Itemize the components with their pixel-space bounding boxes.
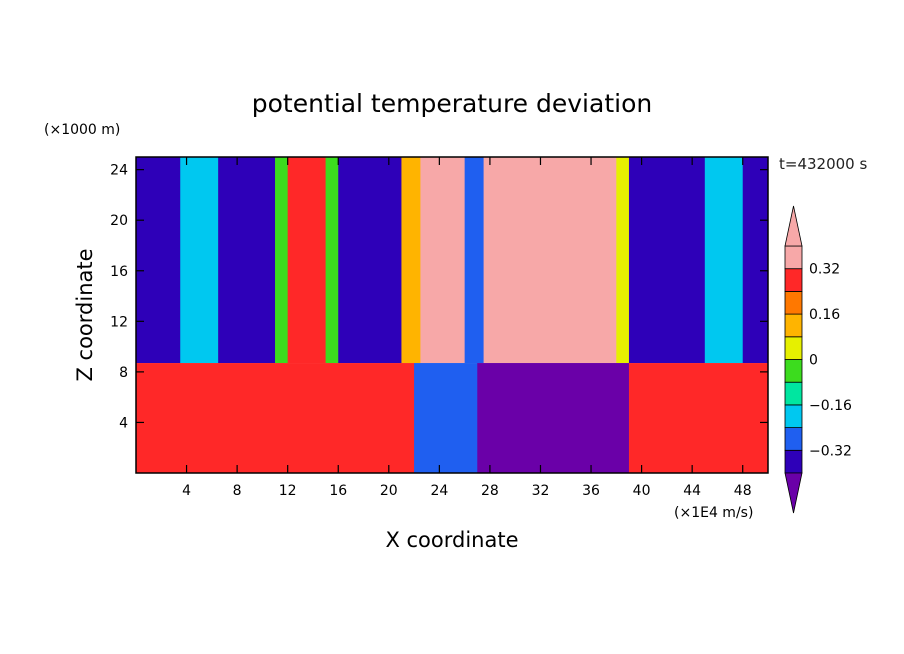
upper-band-1 bbox=[180, 157, 219, 364]
colorbar-label: 0.16 bbox=[809, 307, 840, 323]
colorbar-segment bbox=[784, 245, 803, 270]
y-tick-label: 4 bbox=[119, 415, 128, 431]
x-tick-label: 40 bbox=[633, 483, 651, 499]
y-tick-label: 20 bbox=[110, 213, 128, 229]
colorbar: 0.32 0.16 0 −0.16 −0.32 bbox=[784, 205, 852, 514]
colorbar-segment bbox=[784, 381, 803, 406]
x-tick-label: 44 bbox=[683, 483, 701, 499]
y-axis-label: Z coordinate bbox=[73, 248, 97, 381]
upper-band-5 bbox=[325, 157, 339, 364]
lower-band-3 bbox=[628, 363, 769, 473]
colorbar-segment bbox=[784, 336, 803, 360]
chart-title: potential temperature deviation bbox=[252, 89, 652, 118]
upper-band-2 bbox=[218, 157, 276, 364]
x-tick-label: 24 bbox=[430, 483, 448, 499]
colorbar-segment bbox=[784, 313, 803, 338]
colorbar-extend-top bbox=[784, 205, 803, 247]
x-tick-label: 12 bbox=[279, 483, 297, 499]
y-tick-label: 16 bbox=[110, 264, 128, 280]
colorbar-label: −0.16 bbox=[809, 398, 852, 414]
x-tick-label: 20 bbox=[380, 483, 398, 499]
upper-band-4 bbox=[287, 157, 327, 364]
colorbar-segment bbox=[784, 427, 803, 451]
x-unit-label: (×1E4 m/s) bbox=[674, 505, 753, 521]
colorbar-segment bbox=[784, 449, 803, 474]
x-tick-label: 36 bbox=[582, 483, 600, 499]
x-tick-label: 28 bbox=[481, 483, 499, 499]
upper-band-13 bbox=[704, 157, 744, 364]
y-axis: 4 8 12 16 20 24 bbox=[110, 163, 768, 431]
upper-band-14 bbox=[742, 157, 769, 364]
upper-band-7 bbox=[401, 157, 421, 364]
plot-area bbox=[136, 157, 769, 473]
colorbar-segment bbox=[784, 290, 803, 315]
y-tick-label: 8 bbox=[119, 365, 128, 381]
x-tick-label: 16 bbox=[329, 483, 347, 499]
y-unit-label: (×1000 m) bbox=[44, 122, 120, 138]
upper-band-6 bbox=[338, 157, 402, 364]
time-label: t=432000 s bbox=[779, 155, 867, 173]
colorbar-segment bbox=[784, 359, 803, 383]
lower-band-1 bbox=[414, 363, 478, 473]
colorbar-segment bbox=[784, 404, 803, 428]
x-tick-label: 8 bbox=[233, 483, 242, 499]
upper-band-12 bbox=[628, 157, 706, 364]
x-axis: 4 8 12 16 20 24 28 32 36 40 44 48 bbox=[182, 157, 752, 499]
colorbar-label: −0.32 bbox=[809, 443, 852, 459]
colorbar-label: 0.32 bbox=[809, 262, 840, 278]
colorbar-segment bbox=[784, 268, 803, 292]
upper-band-10 bbox=[483, 157, 617, 364]
upper-band-8 bbox=[420, 157, 466, 364]
upper-band-0 bbox=[136, 157, 181, 364]
colorbar-extend-bottom bbox=[784, 472, 803, 514]
upper-band-3 bbox=[275, 157, 289, 364]
x-axis-label: X coordinate bbox=[385, 528, 518, 552]
y-tick-label: 12 bbox=[110, 314, 128, 330]
x-tick-label: 32 bbox=[532, 483, 550, 499]
colorbar-label: 0 bbox=[809, 353, 818, 369]
lower-band-2 bbox=[477, 363, 630, 473]
lower-band-0 bbox=[136, 363, 415, 473]
y-tick-label: 24 bbox=[110, 163, 128, 179]
x-tick-label: 48 bbox=[734, 483, 752, 499]
x-tick-label: 4 bbox=[182, 483, 191, 499]
upper-band-9 bbox=[464, 157, 485, 364]
plot-frame bbox=[135, 156, 769, 474]
upper-band-11 bbox=[616, 157, 630, 364]
